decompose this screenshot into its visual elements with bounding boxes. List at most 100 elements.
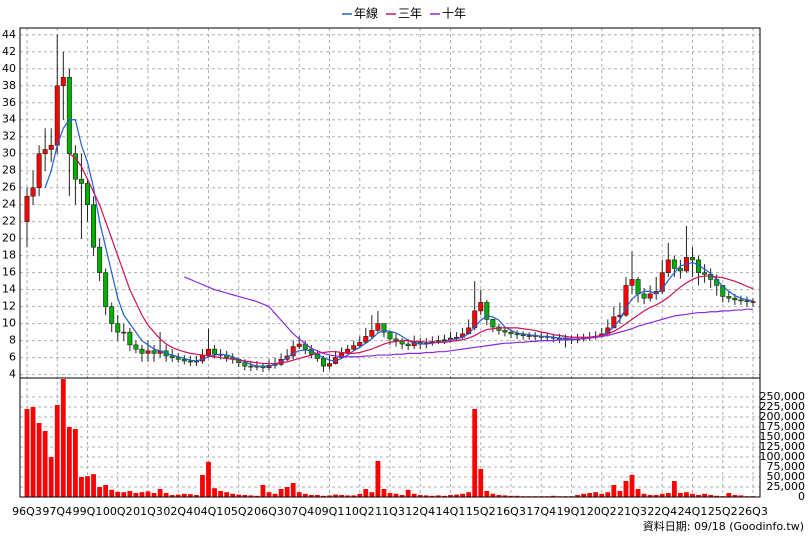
y-tick-label: 10: [2, 317, 16, 330]
volume-bar: [345, 495, 351, 497]
volume-bar: [36, 423, 42, 497]
y-tick-label: 34: [2, 113, 16, 126]
candle-body: [659, 272, 665, 292]
volume-bar: [617, 491, 623, 497]
candle-body: [248, 365, 254, 368]
x-tick-label: 15Q2: [466, 505, 496, 518]
volume-bar: [248, 495, 254, 497]
volume-bar: [502, 495, 508, 497]
x-tick-label: 14Q1: [436, 505, 466, 518]
volume-bar: [60, 379, 66, 497]
candle-body: [175, 357, 181, 360]
y2-tick-label: 250,000: [760, 390, 806, 403]
x-tick-label: 22Q4: [647, 505, 677, 518]
y-tick-label: 26: [2, 181, 16, 194]
volume-bar: [127, 491, 133, 497]
volume-bar: [411, 493, 417, 497]
volume-bar: [200, 475, 205, 497]
candle-body: [48, 144, 54, 150]
candle-body: [85, 183, 91, 205]
x-tick-label: 00Q2: [103, 505, 133, 518]
volume-bar: [593, 492, 599, 497]
volume-bar: [175, 494, 181, 497]
candle-body: [490, 319, 496, 328]
volume-bar: [550, 495, 556, 497]
candle-body: [393, 338, 399, 341]
volume-bar: [623, 481, 629, 497]
volume-bar: [732, 495, 738, 497]
candle-body: [750, 301, 756, 303]
candle-body: [145, 350, 151, 354]
volume-bar: [381, 489, 387, 497]
volume-bar: [272, 493, 278, 497]
candle-body: [97, 246, 103, 273]
candle-body: [484, 302, 490, 320]
volume-bar: [157, 489, 163, 497]
y-tick-label: 4: [9, 368, 16, 381]
candle-body: [508, 331, 514, 335]
y2-tick-label: 75,000: [767, 460, 806, 473]
volume-bar: [54, 405, 60, 497]
volume-bar: [611, 485, 617, 497]
candle-body: [665, 259, 671, 273]
candle-body: [60, 76, 66, 87]
volume-bar: [375, 461, 381, 497]
volume-bar: [575, 495, 580, 497]
x-tick-label: 07Q4: [284, 505, 314, 518]
candle-body: [103, 272, 109, 307]
x-tick-label: 21Q3: [617, 505, 647, 518]
y-tick-label: 18: [2, 249, 16, 262]
candle-body: [526, 335, 532, 337]
volume-bar: [635, 489, 641, 497]
y-tick-label: 24: [2, 198, 16, 211]
x-tick-label: 17Q4: [526, 505, 556, 518]
y2-tick-label: 50,000: [767, 470, 806, 483]
volume-bar: [496, 495, 502, 497]
volume-bar: [181, 493, 187, 497]
candle-body: [206, 348, 212, 356]
volume-bar: [436, 495, 441, 497]
volume-bar: [466, 492, 472, 497]
candle-body: [72, 153, 78, 180]
x-tick-label: 09Q1: [315, 505, 345, 518]
volume-bar: [726, 493, 732, 497]
candle-body: [115, 323, 121, 333]
y-tick-label: 38: [2, 79, 16, 92]
volume-bar: [714, 495, 720, 497]
moving-average-line: [184, 276, 753, 358]
candle-body: [181, 359, 187, 362]
volume-bar: [708, 495, 714, 497]
candle-body: [24, 195, 30, 222]
volume-bar: [387, 493, 393, 497]
y2-tick-label: 150,000: [760, 430, 806, 443]
volume-bar: [97, 487, 102, 497]
volume-bar: [163, 493, 169, 497]
volume-bar: [48, 457, 54, 497]
volume-bar: [109, 489, 115, 497]
volume-bar: [24, 409, 30, 497]
candle-body: [435, 340, 441, 342]
source-note: 資料日期: 09/18 (Goodinfo.tw): [643, 519, 804, 533]
candle-body: [732, 297, 738, 301]
volume-bar: [405, 489, 411, 497]
y2-tick-label: 100,000: [760, 450, 806, 463]
volume-bar: [321, 495, 326, 497]
y2-tick-label: 225,000: [760, 400, 806, 413]
moving-average-line: [69, 153, 754, 365]
candle-body: [405, 343, 411, 347]
y-tick-label: 30: [2, 147, 16, 160]
volume-bar: [690, 493, 695, 497]
y2-tick-label: 200,000: [760, 410, 806, 423]
y-tick-label: 28: [2, 164, 16, 177]
volume-bar: [230, 493, 236, 497]
volume-bar: [236, 494, 242, 497]
volume-bar: [587, 493, 593, 497]
volume-bar: [478, 469, 484, 497]
candle-body: [381, 323, 387, 333]
x-tick-label: 04Q1: [194, 505, 224, 518]
candle-body: [127, 331, 133, 346]
candle-body: [478, 302, 484, 312]
volume-bar: [218, 491, 223, 497]
